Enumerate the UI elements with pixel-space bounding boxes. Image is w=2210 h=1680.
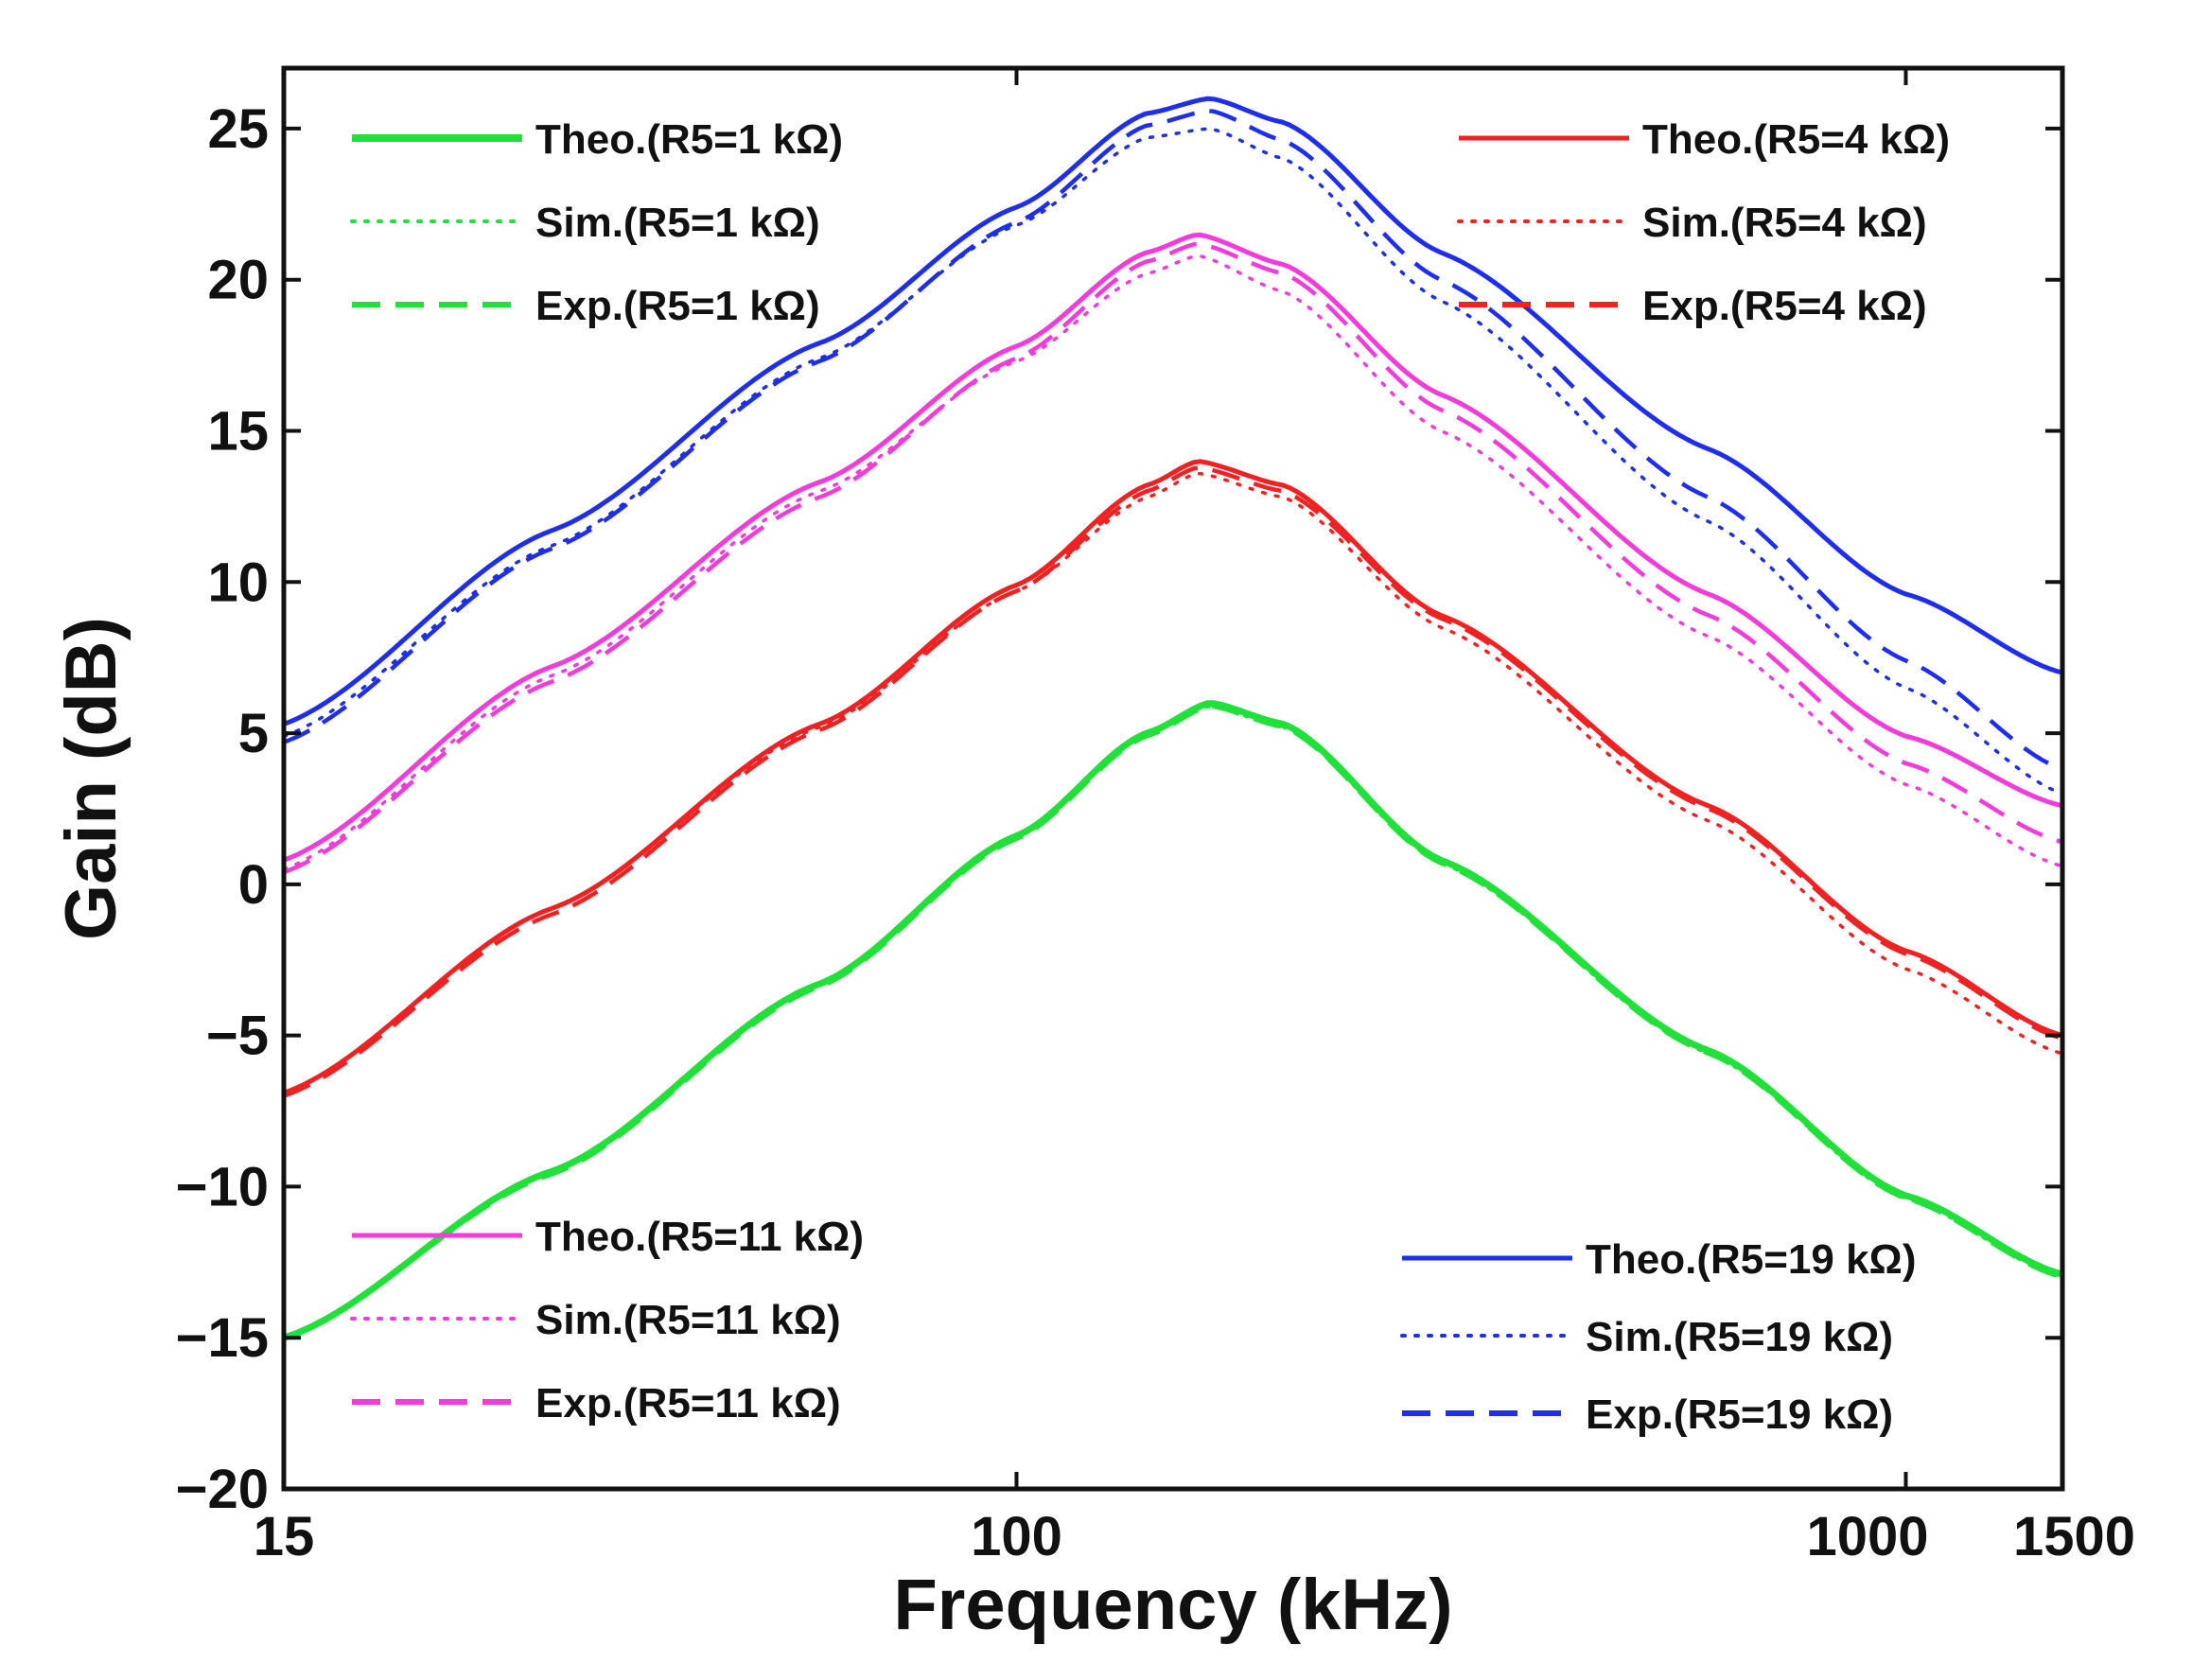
- x-tick-label: 1500: [2013, 1506, 2135, 1567]
- series-line-2-solid: [283, 232, 2063, 863]
- legend-bottom-left: Theo.(R5=11 kΩ) Sim.(R5=11 kΩ) Exp.(R5=11 …: [350, 1214, 864, 1426]
- series-line-1-dashed: [283, 464, 2063, 1098]
- legend-entry-label: Theo.(R5=1 kΩ): [535, 116, 843, 163]
- legend-entry-label: Theo.(R5=4 kΩ): [1642, 116, 1950, 163]
- x-tick-label: 1000: [1806, 1506, 1928, 1567]
- y-tick-label: −5: [206, 1006, 269, 1067]
- y-tick-label: 10: [207, 551, 269, 613]
- y-axis-label: Gain (dB): [51, 617, 132, 940]
- y-tick-label: −20: [176, 1459, 269, 1520]
- series-line-0-dashed: [283, 704, 2063, 1340]
- legend-top-right: Theo.(R5=4 kΩ) Sim.(R5=4 kΩ) Exp.(R5=4 kΩ): [1457, 116, 1950, 329]
- y-tick-label: 0: [238, 854, 269, 916]
- series-line-3-solid: [283, 96, 2063, 726]
- legend-entry-label: Sim.(R5=11 kΩ): [535, 1297, 841, 1343]
- series-layer: [282, 96, 2064, 1341]
- legend-entry-label: Theo.(R5=19 kΩ): [1586, 1236, 1917, 1283]
- series-line-2-dashed: [283, 241, 2063, 875]
- legend-entry-label: Exp.(R5=1 kΩ): [535, 283, 820, 329]
- plot-area-background: [284, 68, 2062, 1489]
- plot-frame: [281, 65, 2065, 1492]
- legend-entry-label: Sim.(R5=19 kΩ): [1586, 1314, 1893, 1360]
- series-line-1-dotted: [282, 471, 2064, 1095]
- legend-entry-label: Sim.(R5=4 kΩ): [1642, 200, 1927, 246]
- legend-entry-label: Exp.(R5=4 kΩ): [1642, 283, 1927, 329]
- series-line-3-dashed: [283, 108, 2063, 772]
- y-tick-label: 25: [207, 98, 269, 160]
- y-tick-label: 5: [238, 703, 269, 764]
- x-tick-label: 15: [254, 1506, 315, 1567]
- legend-entry-label: Exp.(R5=19 kΩ): [1586, 1391, 1893, 1438]
- legend-layer: Theo.(R5=1 kΩ) Sim.(R5=1 kΩ) Exp.(R5=1 kΩ)…: [350, 116, 1950, 1438]
- y-tick-label: −10: [176, 1156, 269, 1217]
- y-tick-label: 20: [207, 250, 269, 311]
- legend-entry-label: Exp.(R5=11 kΩ): [535, 1380, 841, 1426]
- legend-top-left: Theo.(R5=1 kΩ) Sim.(R5=1 kΩ) Exp.(R5=1 kΩ): [350, 116, 843, 329]
- y-tick-label: −15: [176, 1307, 269, 1369]
- y-tick-label: 15: [207, 400, 269, 462]
- x-tick-label: 100: [971, 1506, 1062, 1567]
- legend-bottom-right: Theo.(R5=19 kΩ) Sim.(R5=19 kΩ) Exp.(R5=19 …: [1400, 1236, 1917, 1438]
- legend-entry-label: Theo.(R5=11 kΩ): [535, 1214, 864, 1260]
- legend-entry-label: Sim.(R5=1 kΩ): [535, 200, 820, 246]
- x-axis-label: Frequency (kHz): [893, 1565, 1452, 1645]
